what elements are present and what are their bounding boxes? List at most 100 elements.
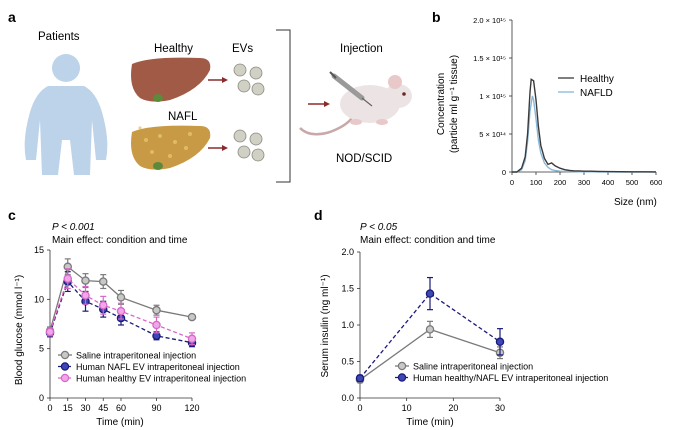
y-tick-label: 1.5 × 10¹⁵	[473, 54, 506, 63]
x-tick-label: 300	[578, 178, 591, 187]
x-tick-label: 0	[47, 403, 52, 413]
data-point	[495, 337, 505, 347]
panel-a: a Patients Healthy EVs NAFL	[8, 9, 412, 183]
injection-arrow	[308, 101, 330, 107]
data-point	[152, 305, 161, 315]
x-tick-label: 500	[626, 178, 639, 187]
y-tick-label: 5 × 10¹⁴	[479, 130, 506, 139]
panel-c: c P < 0.001 Main effect: condition and t…	[8, 207, 246, 428]
liver-to-ev-arrows	[208, 77, 228, 151]
y-tick-label: 1.5	[341, 284, 354, 294]
panel-c-axes: 0 15 30 45 60 90 120 0 5 10 15	[34, 245, 200, 413]
nafl-label: NAFL	[168, 111, 198, 123]
patient-figure-icon	[24, 54, 108, 175]
data-point	[81, 291, 90, 300]
y-tick-label: 15	[34, 245, 44, 255]
panel-d-axes: 0 10 20 30 0.0 0.5 1.0 1.5 2.0	[341, 247, 505, 413]
x-tick-label: 30	[80, 403, 90, 413]
data-point	[187, 312, 197, 322]
legend-label: Human healthy EV intraperitoneal injecti…	[76, 374, 246, 384]
panel-b-legend: Healthy NAFLD	[558, 74, 614, 99]
panel-d-xlabel: Time (min)	[406, 417, 453, 428]
legend-swatch-marker	[397, 373, 407, 382]
legend-nafld-label: NAFLD	[580, 88, 613, 99]
y-tick-label: 0	[502, 168, 506, 177]
panel-b-series	[512, 78, 657, 173]
y-tick-label: 10	[34, 294, 44, 304]
evs-label: EVs	[232, 43, 253, 55]
panel-d-effect: Main effect: condition and time	[360, 235, 496, 246]
injection-label: Injection	[340, 43, 383, 55]
y-tick-label: 0.5	[341, 357, 354, 367]
legend-swatch-marker	[60, 362, 70, 371]
panel-b-label: b	[432, 9, 441, 25]
x-tick-label: 45	[98, 403, 108, 413]
legend-label: Human healthy/NAFL EV intraperitoneal in…	[413, 373, 608, 383]
panel-c-stat: P < 0.001	[52, 222, 95, 233]
panel-b: b Concentration (particle ml g⁻¹ tissue)…	[432, 9, 662, 208]
legend-swatch-marker	[60, 350, 70, 360]
panel-a-label: a	[8, 9, 16, 25]
legend-healthy-label: Healthy	[580, 74, 614, 85]
nafl-liver-icon	[131, 125, 211, 170]
x-tick-label: 400	[602, 178, 615, 187]
syringe-icon	[329, 71, 373, 107]
panel-d-stat: P < 0.05	[360, 222, 398, 233]
mouse-strain-label: NOD/SCID	[336, 153, 392, 165]
x-tick-label: 15	[63, 403, 73, 413]
data-point	[116, 306, 126, 316]
legend-label: Saline intraperitoneal injection	[413, 362, 533, 372]
x-tick-label: 10	[402, 403, 412, 413]
data-point	[99, 301, 108, 310]
panel-d-label: d	[314, 207, 323, 223]
y-tick-label: 1.0	[341, 320, 354, 330]
y-tick-label: 0.0	[341, 393, 354, 403]
panel-b-axes: 0 100 200 300 400 500 600 0 5 × 10¹⁴ 1 × 10¹⁵ 1.5 …	[473, 16, 662, 187]
series-line-nafld	[512, 95, 656, 173]
panel-d: d P < 0.05 Main effect: condition and ti…	[314, 207, 608, 428]
data-point	[81, 276, 90, 285]
data-point	[355, 374, 365, 383]
x-tick-label: 0	[510, 178, 514, 187]
x-tick-label: 90	[151, 403, 161, 413]
data-point	[45, 327, 55, 337]
legend-swatch-marker	[60, 373, 70, 383]
x-tick-label: 0	[357, 403, 362, 413]
x-tick-label: 30	[495, 403, 505, 413]
x-tick-label: 20	[448, 403, 458, 413]
panel-d-series	[355, 276, 505, 384]
patients-label: Patients	[38, 31, 80, 43]
y-tick-label: 2.0	[341, 247, 354, 257]
data-point	[152, 320, 161, 330]
panel-b-ylabel-line1: Concentration	[436, 73, 447, 135]
y-tick-label: 1 × 10¹⁵	[479, 92, 506, 101]
panel-c-effect: Main effect: condition and time	[52, 235, 188, 246]
panel-d-ylabel: Serum insulin (ng ml⁻¹)	[320, 274, 331, 377]
panel-b-xlabel: Size (nm)	[614, 197, 657, 208]
x-tick-label: 120	[184, 403, 199, 413]
y-tick-label: 2.0 × 10¹⁵	[473, 16, 506, 25]
data-point	[187, 334, 197, 344]
x-tick-label: 200	[554, 178, 567, 187]
legend-label: Human NAFL EV intraperitoneal injection	[76, 362, 240, 372]
data-point	[63, 274, 73, 283]
x-tick-label: 100	[530, 178, 543, 187]
healthy-label: Healthy	[154, 43, 193, 55]
panel-b-ylabel-line2: (particle ml g⁻¹ tissue)	[449, 55, 460, 153]
ev-particles-icon	[233, 63, 265, 162]
legend-label: Saline intraperitoneal injection	[76, 351, 196, 361]
panel-c-label: c	[8, 207, 16, 223]
y-tick-label: 5	[39, 344, 44, 354]
y-tick-label: 0	[39, 393, 44, 403]
healthy-liver-icon	[131, 57, 211, 102]
x-tick-label: 60	[116, 403, 126, 413]
data-point	[425, 325, 435, 334]
panel-c-ylabel: Blood glucose (mmol l⁻¹)	[14, 275, 25, 385]
data-point	[116, 293, 126, 302]
group-bracket	[276, 29, 291, 183]
data-point	[425, 289, 435, 298]
data-point	[99, 277, 108, 286]
